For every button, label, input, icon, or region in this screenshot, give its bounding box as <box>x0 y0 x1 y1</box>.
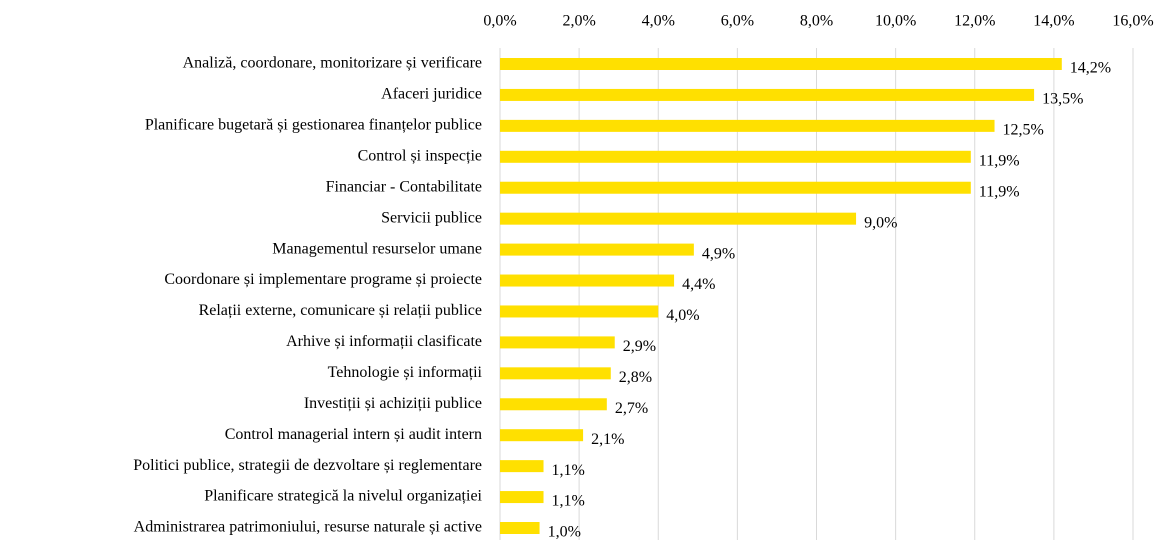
bar <box>500 460 544 473</box>
category-label: Planificare bugetară și gestionarea fina… <box>145 117 482 134</box>
bar <box>500 274 675 287</box>
bar <box>500 88 1035 101</box>
category-label: Planificare strategică la nivelul organi… <box>204 488 482 505</box>
x-tick-label: 0,0% <box>483 13 516 30</box>
x-tick-label: 2,0% <box>562 13 595 30</box>
value-label: 4,9% <box>702 245 735 262</box>
bar <box>500 243 694 256</box>
bar <box>500 150 971 163</box>
x-tick-label: 8,0% <box>800 13 833 30</box>
value-label: 9,0% <box>864 214 897 231</box>
bar <box>500 58 1062 70</box>
bar <box>500 367 611 380</box>
value-label: 1,1% <box>552 462 585 479</box>
value-label: 2,1% <box>591 431 624 448</box>
bar <box>500 398 607 411</box>
x-tick-label: 16,0% <box>1112 13 1153 30</box>
category-label: Afaceri juridice <box>381 86 482 103</box>
bar <box>500 181 971 194</box>
value-label: 14,2% <box>1070 60 1111 77</box>
category-label: Investiții și achiziții publice <box>304 395 482 412</box>
value-label: 11,9% <box>979 152 1020 169</box>
value-label: 4,4% <box>682 276 715 293</box>
category-label: Control managerial intern și audit inter… <box>225 426 482 443</box>
value-label: 2,8% <box>619 369 652 386</box>
value-label: 1,0% <box>548 524 581 540</box>
x-tick-label: 14,0% <box>1033 13 1074 30</box>
category-label: Administrarea patrimoniului, resurse nat… <box>134 519 482 536</box>
x-tick-label: 6,0% <box>721 13 754 30</box>
value-label: 4,0% <box>666 307 699 324</box>
value-label: 13,5% <box>1042 91 1083 108</box>
category-label: Control și inspecție <box>358 147 482 164</box>
value-label: 11,9% <box>979 183 1020 200</box>
value-label: 2,9% <box>623 338 656 355</box>
value-label: 1,1% <box>552 493 585 510</box>
category-label: Analiză, coordonare, monitorizare și ver… <box>183 55 482 72</box>
bar <box>500 212 857 225</box>
category-label: Servicii publice <box>381 209 482 226</box>
x-tick-label: 12,0% <box>954 13 995 30</box>
bar <box>500 305 659 318</box>
category-label: Managementul resurselor umane <box>272 240 482 257</box>
value-label: 12,5% <box>1003 122 1044 139</box>
x-tick-label: 4,0% <box>642 13 675 30</box>
value-label: 2,7% <box>615 400 648 417</box>
bar <box>500 336 615 349</box>
category-label: Politici publice, strategii de dezvoltar… <box>133 457 482 474</box>
bar <box>500 429 584 442</box>
category-label: Arhive și informații clasificate <box>286 333 482 350</box>
x-tick-label: 10,0% <box>875 13 916 30</box>
bar <box>500 522 540 534</box>
bar <box>500 119 995 132</box>
category-label: Financiar - Contabilitate <box>326 178 482 195</box>
category-label: Tehnologie și informații <box>328 364 483 381</box>
category-label: Coordonare și implementare programe și p… <box>164 271 482 288</box>
bar <box>500 491 544 504</box>
category-label: Relații externe, comunicare și relații p… <box>199 302 482 319</box>
